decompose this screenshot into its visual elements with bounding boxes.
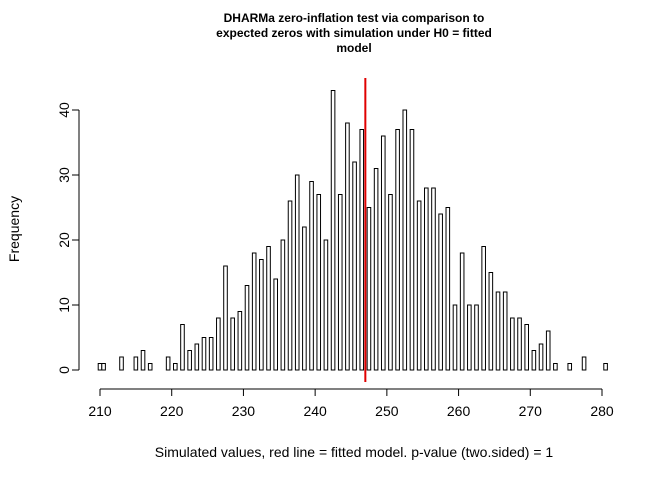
histogram-bar xyxy=(402,109,408,371)
x-axis-label: Simulated values, red line = fitted mode… xyxy=(155,444,554,460)
x-tick-label: 240 xyxy=(303,403,327,419)
x-tick-label: 210 xyxy=(88,403,112,419)
histogram-bar xyxy=(251,252,257,371)
histogram-bar xyxy=(273,278,279,371)
histogram-bar xyxy=(194,343,200,371)
histogram-bar xyxy=(337,194,343,371)
chart-title-line-2: expected zeros with simulation under H0 … xyxy=(216,26,492,40)
histogram-bar xyxy=(567,363,573,371)
histogram-bar xyxy=(359,129,365,371)
histogram-bar xyxy=(180,324,185,371)
histogram-bar xyxy=(416,200,422,371)
histogram-bar xyxy=(345,122,350,371)
y-tick-label: 10 xyxy=(56,297,72,313)
histogram-bar xyxy=(287,200,293,371)
histogram-bar xyxy=(452,304,458,371)
histogram-bar xyxy=(424,187,429,371)
histogram-bars xyxy=(97,90,608,371)
histogram-bar xyxy=(395,129,400,371)
y-axis: 0 10 20 30 40 xyxy=(56,102,80,374)
y-tick-label: 30 xyxy=(56,167,72,183)
histogram-bar xyxy=(330,90,336,371)
histogram-bar xyxy=(481,246,486,371)
histogram-bar xyxy=(467,304,472,371)
chart-title-line-1: DHARMa zero-inflation test via compariso… xyxy=(224,11,485,25)
histogram-bar xyxy=(223,265,228,371)
histogram-bar xyxy=(302,226,307,371)
histogram-bar xyxy=(510,317,515,371)
histogram-bar xyxy=(380,135,386,371)
x-tick-label: 270 xyxy=(519,403,543,419)
histogram-bar xyxy=(409,129,415,371)
histogram-bar xyxy=(101,363,106,371)
histogram-bar xyxy=(438,213,443,371)
histogram-bar xyxy=(352,161,357,371)
x-tick-label: 280 xyxy=(590,403,614,419)
histogram-bar xyxy=(373,168,379,371)
histogram-bar xyxy=(165,356,171,371)
histogram-bar xyxy=(237,311,243,371)
histogram-bar xyxy=(201,337,207,371)
histogram-bar xyxy=(517,317,522,371)
histogram-bar xyxy=(259,259,264,371)
histogram-bar xyxy=(266,246,271,371)
histogram-bar xyxy=(488,272,494,371)
histogram-bar xyxy=(244,285,250,371)
x-axis: 210 220 230 240 250 260 270 280 xyxy=(88,388,614,419)
histogram-bar xyxy=(459,252,465,371)
histogram-bar xyxy=(140,350,146,371)
histogram-bar xyxy=(230,317,235,371)
histogram-bar xyxy=(147,363,153,371)
histogram-bar xyxy=(388,194,393,371)
histogram-bar xyxy=(187,350,192,371)
histogram-bar xyxy=(538,343,544,371)
histogram-bar xyxy=(173,363,178,371)
x-tick-label: 230 xyxy=(232,403,256,419)
histogram-bar xyxy=(553,363,558,371)
y-tick-label: 20 xyxy=(56,232,72,248)
histogram-bar xyxy=(431,187,436,371)
histogram-bar xyxy=(97,363,103,371)
y-tick-label: 0 xyxy=(56,366,72,374)
histogram-bar xyxy=(316,194,322,371)
histogram-bar xyxy=(502,291,508,371)
histogram-bar xyxy=(474,304,479,371)
x-tick-label: 220 xyxy=(160,403,184,419)
histogram-bar xyxy=(309,181,314,371)
x-tick-label: 260 xyxy=(447,403,471,419)
histogram-bar xyxy=(603,363,608,371)
histogram-bar xyxy=(323,239,329,371)
histogram-bar xyxy=(216,317,221,371)
y-tick-label: 40 xyxy=(56,102,72,118)
histogram-bar xyxy=(119,356,124,371)
histogram-bar xyxy=(133,356,139,371)
histogram-bar xyxy=(208,337,214,371)
histogram-bar xyxy=(495,291,501,371)
histogram-bar xyxy=(545,330,551,371)
chart-title-line-3: model xyxy=(336,41,371,55)
y-axis-label: Frequency xyxy=(6,196,22,262)
chart-title: DHARMa zero-inflation test via compariso… xyxy=(216,11,492,55)
histogram-bar xyxy=(531,350,537,371)
histogram-bar xyxy=(581,356,587,371)
histogram-bar xyxy=(280,239,286,371)
x-tick-label: 250 xyxy=(375,403,399,419)
histogram-bar xyxy=(445,207,451,371)
histogram-bar xyxy=(366,207,372,371)
histogram-bar xyxy=(294,174,300,371)
histogram-bar xyxy=(524,324,529,371)
